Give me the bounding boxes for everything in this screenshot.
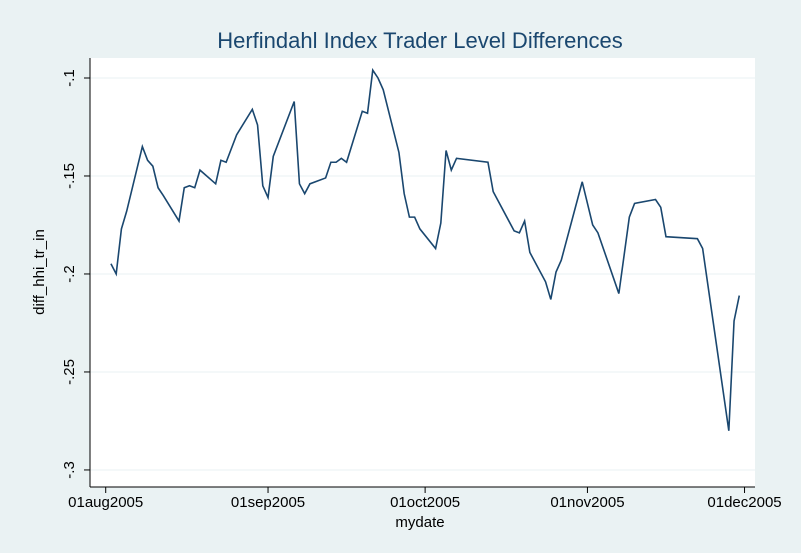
x-tick-label: 01nov2005	[550, 494, 624, 511]
chart-title: Herfindahl Index Trader Level Difference…	[217, 28, 623, 53]
x-tick-label: 01aug2005	[68, 494, 143, 511]
x-axis-label: mydate	[395, 514, 444, 531]
x-tick-label: 01dec2005	[707, 494, 781, 511]
x-tick-label: 01oct2005	[390, 494, 460, 511]
y-tick-label: -.1	[61, 69, 78, 87]
y-axis-label: diff_hhi_tr_in	[31, 229, 48, 315]
y-tick-label: -.3	[61, 461, 78, 479]
x-tick-label: 01sep2005	[231, 494, 305, 511]
y-tick-label: -.2	[61, 265, 78, 283]
y-tick-label: -.15	[61, 163, 78, 189]
data-line	[110, 67, 741, 431]
plot-area	[90, 58, 755, 487]
y-tick-label: -.25	[61, 359, 78, 385]
